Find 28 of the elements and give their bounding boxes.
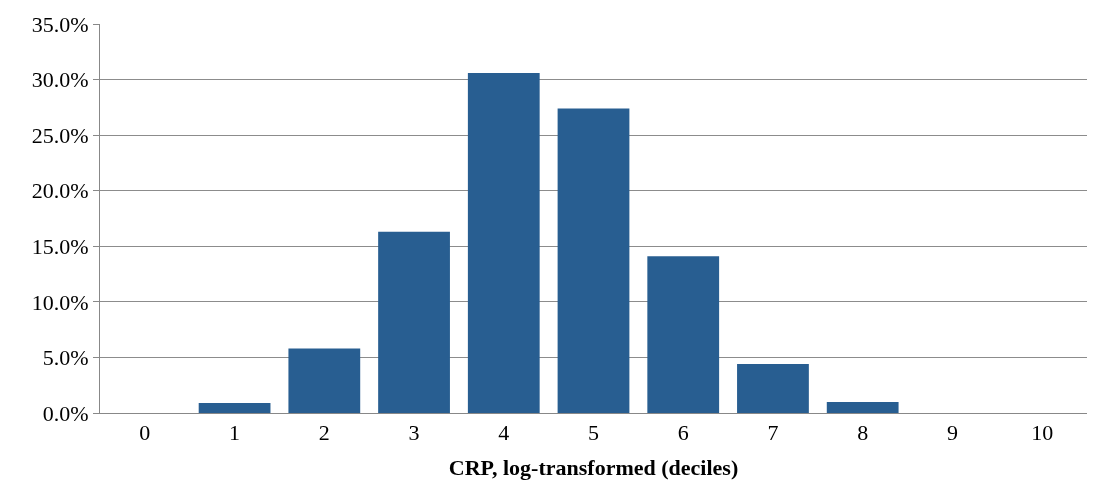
x-tick-label: 6 bbox=[677, 420, 689, 446]
bar bbox=[557, 108, 630, 413]
x-tick-label: 9 bbox=[946, 420, 958, 446]
x-tick-label: 8 bbox=[857, 420, 869, 446]
y-tick-label: 10.0% bbox=[31, 289, 89, 315]
x-axis-title: CRP, log-transformed (deciles) bbox=[448, 455, 739, 481]
y-tick-label: 25.0% bbox=[31, 122, 89, 148]
x-tick-label: 4 bbox=[498, 420, 510, 446]
x-tick-label: 3 bbox=[408, 420, 420, 446]
y-tick-label: 20.0% bbox=[31, 178, 89, 204]
y-tick-label: 15.0% bbox=[31, 233, 89, 259]
bar bbox=[737, 364, 809, 413]
bar bbox=[647, 256, 720, 413]
bar bbox=[198, 403, 271, 413]
bar bbox=[288, 348, 361, 413]
bar bbox=[467, 72, 540, 413]
x-tick-label: 7 bbox=[767, 420, 779, 446]
y-tick-label: 35.0% bbox=[31, 11, 89, 37]
bar bbox=[826, 401, 899, 413]
y-tick-label: 5.0% bbox=[42, 345, 89, 371]
y-tick-label: 30.0% bbox=[31, 67, 89, 93]
x-tick-label: 1 bbox=[229, 420, 241, 446]
x-tick-label: 5 bbox=[588, 420, 599, 446]
x-tick-label: 0 bbox=[139, 420, 151, 446]
x-tick-label: 2 bbox=[318, 420, 330, 446]
bar bbox=[378, 231, 450, 413]
x-tick-label: 10 bbox=[1031, 420, 1054, 446]
y-tick-label: 0.0% bbox=[42, 400, 89, 426]
